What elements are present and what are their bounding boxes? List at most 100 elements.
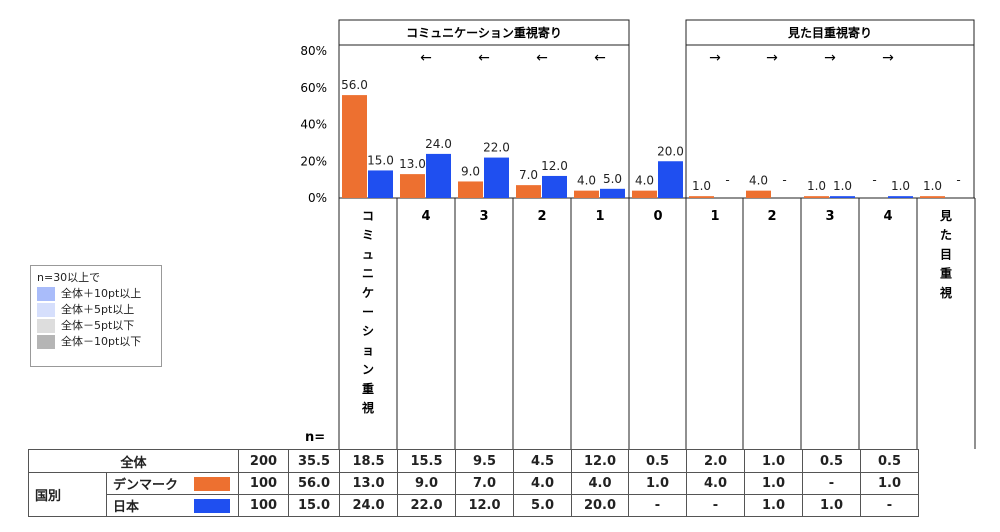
value-cell: - [686, 494, 745, 517]
category-label-char: ン [362, 363, 374, 377]
legend-label: 全体－10pt以下 [61, 335, 142, 348]
data-label: 1.0 [923, 179, 942, 193]
category-label-char: 重 [940, 266, 952, 281]
value-cell: 1.0 [744, 472, 803, 495]
group-header-label: 見た目重視寄り [787, 25, 872, 40]
direction-arrow: → [709, 50, 721, 66]
value-cell: 56.0 [288, 472, 340, 495]
bar-日本 [426, 153, 451, 198]
category-label: 3 [479, 209, 488, 224]
legend-label: 全体＋10pt以上 [61, 287, 142, 300]
value-cell: 2.0 [686, 449, 745, 473]
data-label: 4.0 [635, 174, 654, 188]
japan-swatch [194, 499, 230, 513]
data-label: 1.0 [891, 179, 910, 193]
value-cell: 1.0 [628, 472, 687, 495]
category-label-char: ミ [362, 228, 374, 242]
category-label-char: ニ [362, 267, 374, 281]
legend-swatch [37, 335, 55, 349]
category-label-char: ョ [362, 343, 374, 357]
data-label: 1.0 [807, 179, 826, 193]
value-cell: 0.5 [628, 449, 687, 473]
legend-swatch [37, 287, 55, 301]
direction-arrow: ← [478, 50, 490, 66]
category-label-char: 重 [362, 381, 374, 396]
legend-label: 全体－5pt以下 [61, 319, 135, 332]
category-label-char: ー [362, 305, 374, 319]
value-cell: 0.5 [860, 449, 919, 473]
legend-label: 全体＋5pt以上 [61, 303, 135, 316]
row-name: デンマーク [106, 472, 239, 495]
row-name-text: デンマーク [113, 478, 179, 493]
direction-arrow: ← [594, 50, 606, 66]
value-cell: 1.0 [744, 494, 803, 517]
row-label: 全体 [28, 449, 239, 473]
value-cell: 13.0 [339, 472, 398, 495]
y-tick-label: 20% [300, 154, 327, 168]
data-table: 全体 200 35.5 18.5 15.5 9.5 4.5 12.0 0.5 2… [28, 449, 919, 517]
data-label: - [782, 173, 786, 187]
bar-日本 [368, 170, 393, 198]
table-row-japan: 日本 100 15.0 24.0 22.0 12.0 5.0 20.0 - - … [29, 494, 919, 517]
value-cell: 20.0 [571, 494, 629, 517]
bar-デンマーク [804, 196, 829, 198]
direction-arrow: ← [536, 50, 548, 66]
value-cell: 15.5 [397, 449, 456, 473]
category-label-char: 目 [940, 247, 952, 261]
legend: n=30以上で 全体＋10pt以上 全体＋5pt以上 全体－5pt以下 全体－1… [30, 265, 162, 367]
legend-item: 全体－5pt以下 [31, 318, 161, 334]
value-cell: 35.5 [288, 449, 340, 473]
value-cell: 4.0 [686, 472, 745, 495]
n-cell: 200 [238, 449, 289, 473]
data-label: 13.0 [399, 157, 426, 171]
category-label: 1 [710, 209, 719, 224]
bar-デンマーク [342, 95, 367, 198]
direction-arrow: → [766, 50, 778, 66]
bar-日本 [542, 175, 567, 198]
value-cell: 24.0 [339, 494, 398, 517]
category-label: 4 [421, 209, 430, 224]
data-label: 4.0 [749, 174, 768, 188]
y-tick-label: 60% [300, 81, 327, 95]
row-name: 日本 [106, 494, 239, 517]
category-label-char: ュ [362, 247, 374, 261]
y-tick-label: 80% [300, 44, 327, 58]
group-header-box [685, 19, 975, 46]
bar-デンマーク [574, 190, 599, 198]
denmark-swatch [194, 477, 230, 491]
category-label: 1 [595, 209, 604, 224]
data-label: 20.0 [657, 144, 684, 158]
bar-デンマーク [458, 181, 483, 198]
bar-日本 [484, 157, 509, 198]
data-label: - [956, 173, 960, 187]
data-label: 1.0 [833, 179, 852, 193]
value-cell: - [802, 472, 861, 495]
direction-arrow: → [882, 50, 894, 66]
value-cell: 9.5 [455, 449, 514, 473]
legend-swatch [37, 303, 55, 317]
category-label-char: 視 [361, 400, 374, 415]
table-row-denmark: 国別 デンマーク 100 56.0 13.0 9.0 7.0 4.0 4.0 1… [28, 472, 919, 517]
bar-デンマーク [516, 185, 541, 198]
data-label: 5.0 [603, 172, 622, 186]
value-cell: 15.0 [288, 494, 340, 517]
data-label: 12.0 [541, 159, 568, 173]
value-cell: 9.0 [397, 472, 456, 495]
value-cell: - [860, 494, 919, 517]
data-label: 1.0 [692, 179, 711, 193]
category-label-char: コ [362, 209, 374, 223]
legend-item: 全体－10pt以下 [31, 334, 161, 350]
data-label: 15.0 [367, 153, 394, 167]
legend-item: 全体＋5pt以上 [31, 302, 161, 318]
value-cell: 1.0 [802, 494, 861, 517]
data-label: 22.0 [483, 141, 510, 155]
value-cell: 5.0 [513, 494, 572, 517]
direction-arrow: → [824, 50, 836, 66]
direction-arrow: ← [420, 50, 432, 66]
category-label: 3 [825, 209, 834, 224]
value-cell: 1.0 [860, 472, 919, 495]
bar-日本 [658, 161, 683, 198]
data-label: 4.0 [577, 174, 596, 188]
category-label-char: 見 [939, 208, 952, 223]
value-cell: 4.0 [571, 472, 629, 495]
